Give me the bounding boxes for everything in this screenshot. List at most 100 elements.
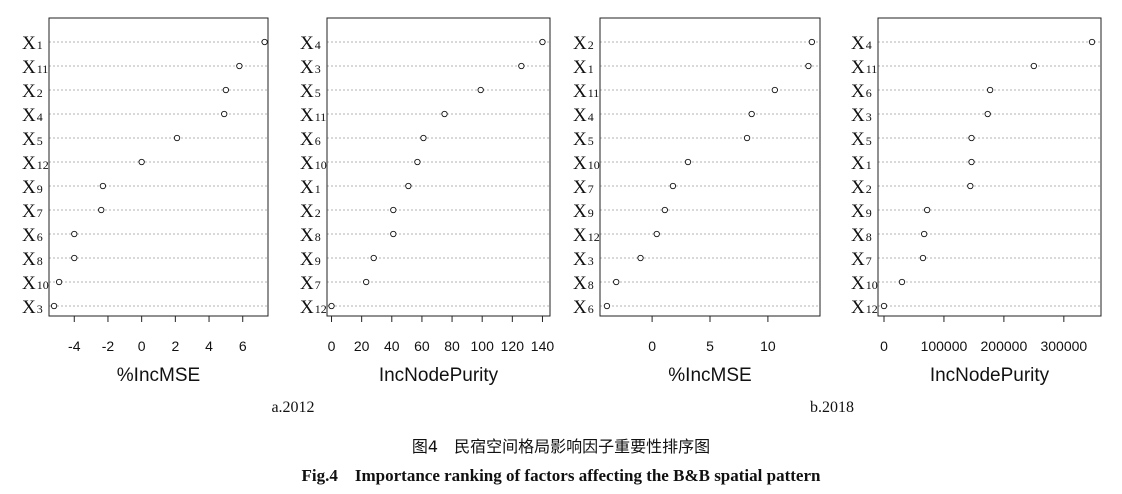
data-point bbox=[603, 302, 611, 310]
chart-2012-incmse: X1 X11 X2 X4 X5 X12 X9 X7 X6 X8 X10 X3 -4 -2 0 2 4 6 %IncM… bbox=[22, 17, 269, 386]
data-point bbox=[669, 182, 677, 190]
category-label: X12 bbox=[851, 297, 878, 318]
data-point bbox=[968, 134, 975, 142]
category-label: X4 bbox=[851, 33, 872, 54]
data-point bbox=[805, 62, 812, 70]
data-point bbox=[880, 302, 888, 310]
data-point bbox=[405, 182, 412, 190]
chart-2018-incnodepurity: X4 X11 X6 X3 X5 X1 X2 X9 X8 X7 X10 X12 0 100000 200000… bbox=[851, 17, 1102, 386]
x-axis-label: %IncMSE bbox=[668, 365, 751, 386]
category-label: X7 bbox=[22, 201, 43, 222]
caption-chinese: 图4 民宿空间格局影响因子重要性排序图 bbox=[412, 437, 710, 456]
category-label: X9 bbox=[22, 177, 43, 198]
category-label: X5 bbox=[300, 81, 321, 102]
data-point bbox=[98, 206, 105, 214]
category-label: X12 bbox=[300, 297, 327, 318]
data-point bbox=[924, 206, 931, 214]
category-label: X8 bbox=[573, 273, 594, 294]
category-label: X11 bbox=[573, 81, 599, 102]
data-point bbox=[921, 230, 928, 238]
category-label: X9 bbox=[573, 201, 594, 222]
category-label: X3 bbox=[573, 249, 594, 270]
data-point bbox=[55, 278, 63, 286]
category-label: X10 bbox=[22, 273, 49, 294]
x-tick-label: -2 bbox=[102, 338, 115, 354]
data-point bbox=[261, 38, 268, 46]
category-label: X8 bbox=[300, 225, 321, 246]
plot-frame bbox=[326, 17, 551, 317]
data-point bbox=[898, 278, 906, 286]
x-axis-label: IncNodePurity bbox=[379, 365, 499, 386]
category-label: X2 bbox=[22, 81, 43, 102]
category-label: X7 bbox=[300, 273, 321, 294]
x-tick-label: 0 bbox=[138, 338, 146, 354]
data-point bbox=[222, 86, 230, 94]
data-point bbox=[420, 134, 427, 142]
x-tick-label: 300000 bbox=[1040, 338, 1087, 354]
data-point bbox=[743, 134, 751, 142]
data-point bbox=[613, 278, 620, 286]
data-point bbox=[986, 86, 994, 94]
chart-2018-incmse: X2 X1 X11 X4 X5 X10 X7 X9 X12 X3 X8 X6 0 5 10 %IncMSE bbox=[573, 17, 821, 386]
category-label: X9 bbox=[300, 249, 321, 270]
data-point bbox=[477, 86, 484, 94]
data-point bbox=[967, 182, 974, 190]
category-label: X5 bbox=[851, 129, 872, 150]
category-label: X2 bbox=[851, 177, 872, 198]
category-label: X12 bbox=[573, 225, 600, 246]
x-tick-label: 6 bbox=[239, 338, 247, 354]
data-point bbox=[748, 110, 755, 118]
data-point bbox=[363, 278, 370, 286]
data-point bbox=[173, 134, 181, 142]
category-label: X7 bbox=[573, 177, 594, 198]
category-label: X1 bbox=[851, 153, 872, 174]
data-point bbox=[414, 158, 421, 166]
data-point bbox=[328, 302, 335, 310]
x-tick-label: 100000 bbox=[921, 338, 968, 354]
data-point bbox=[71, 254, 78, 262]
category-label: X11 bbox=[22, 57, 48, 78]
data-point bbox=[637, 254, 644, 262]
category-label: X7 bbox=[851, 249, 872, 270]
data-point bbox=[919, 254, 927, 262]
data-point bbox=[71, 230, 78, 238]
plot-frame bbox=[48, 17, 269, 317]
category-label: X6 bbox=[573, 297, 594, 318]
x-axis-label: IncNodePurity bbox=[930, 365, 1050, 386]
data-point bbox=[1030, 62, 1038, 70]
data-point bbox=[539, 38, 546, 46]
x-tick-label: 200000 bbox=[981, 338, 1028, 354]
category-label: X4 bbox=[300, 33, 321, 54]
data-point bbox=[653, 230, 660, 238]
data-point bbox=[370, 254, 377, 262]
x-tick-label: 5 bbox=[706, 338, 714, 354]
category-label: X8 bbox=[851, 225, 872, 246]
data-point bbox=[808, 38, 816, 46]
x-tick-label: 40 bbox=[384, 338, 400, 354]
data-point bbox=[441, 110, 448, 118]
category-label: X10 bbox=[573, 153, 600, 174]
data-point bbox=[236, 62, 243, 70]
data-point bbox=[968, 158, 975, 166]
data-point bbox=[771, 86, 778, 94]
category-label: X5 bbox=[573, 129, 594, 150]
category-label: X3 bbox=[22, 297, 43, 318]
data-point bbox=[50, 302, 58, 310]
x-tick-label: 0 bbox=[648, 338, 656, 354]
category-label: X3 bbox=[300, 57, 321, 78]
category-label: X10 bbox=[851, 273, 878, 294]
x-tick-label: 0 bbox=[328, 338, 336, 354]
category-label: X8 bbox=[22, 249, 43, 270]
x-tick-label: 100 bbox=[471, 338, 495, 354]
category-label: X1 bbox=[573, 57, 594, 78]
data-point bbox=[518, 62, 525, 70]
x-axis-label: %IncMSE bbox=[117, 365, 200, 386]
data-point bbox=[390, 230, 397, 238]
x-tick-label: 80 bbox=[444, 338, 460, 354]
chart-2012-incnodepurity: X4 X3 X5 X11 X6 X10 X1 X2 X8 X9 X7 X12 0 20 40 60 80 100 1… bbox=[300, 17, 554, 386]
data-point bbox=[99, 182, 107, 190]
category-label: X4 bbox=[573, 105, 594, 126]
category-label: X10 bbox=[300, 153, 327, 174]
x-tick-label: 20 bbox=[354, 338, 370, 354]
